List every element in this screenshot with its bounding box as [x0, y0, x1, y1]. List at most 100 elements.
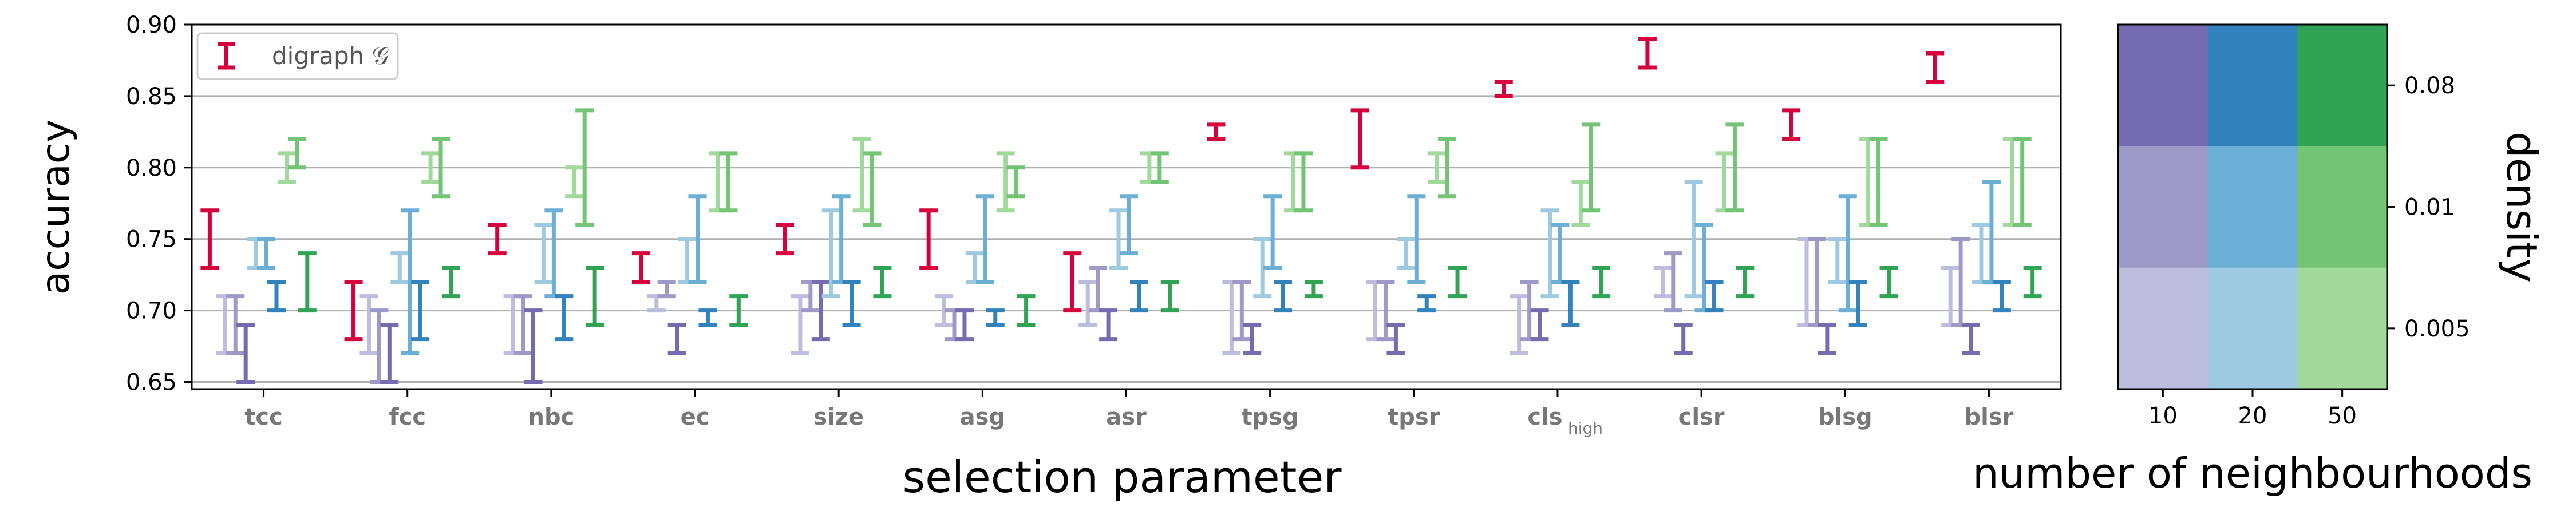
- error-bar: [1715, 151, 1734, 213]
- x-tick-label: asr: [1106, 404, 1147, 430]
- heatmap-y-ticks: 0.08 0.01 0.005: [2387, 73, 2470, 342]
- error-bar: [2002, 137, 2021, 227]
- error-bar: [411, 280, 430, 342]
- x-axis-label: selection parameter: [903, 451, 1342, 502]
- error-bar: [1926, 51, 1945, 84]
- heatmap-cell: [2118, 146, 2208, 268]
- heatmap-cell: [2207, 146, 2298, 268]
- x-tick-label: nbc: [528, 404, 574, 430]
- error-bar: [1971, 223, 1990, 284]
- error-bar: [1160, 280, 1179, 313]
- error-bar: [370, 308, 389, 385]
- error-bar: [821, 208, 840, 299]
- error-bar: [1243, 323, 1262, 356]
- error-bar: [1494, 80, 1513, 98]
- error-bar: [488, 223, 507, 256]
- error-bar: [380, 323, 399, 385]
- error-bar: [678, 237, 697, 284]
- error-bar: [1869, 137, 1888, 227]
- error-bar: [1962, 323, 1981, 356]
- error-bar: [432, 137, 451, 199]
- y-tick-label: 0.70: [126, 298, 177, 324]
- error-bar: [565, 165, 584, 199]
- x-tick-label: blsr: [1964, 404, 2013, 430]
- error-bar: [986, 308, 1005, 327]
- error-bar: [1017, 294, 1036, 327]
- error-bar: [719, 151, 738, 213]
- error-bar: [586, 266, 605, 327]
- heatmap-cell: [2207, 267, 2298, 390]
- error-bar: [1705, 280, 1724, 313]
- x-tick-label: cls: [1527, 404, 1562, 430]
- error-bar: [1150, 151, 1169, 184]
- error-bar: [1828, 237, 1847, 284]
- error-bar: [1089, 266, 1108, 313]
- error-bar: [503, 294, 522, 356]
- error-bar: [1006, 165, 1025, 199]
- x-tick-subscript: high: [1568, 419, 1603, 438]
- error-bar: [1263, 194, 1282, 270]
- error-bar: [1982, 180, 2001, 284]
- error-bar: [421, 151, 440, 184]
- error-bar: [1438, 137, 1457, 199]
- error-bar: [257, 237, 276, 270]
- error-bar: [1582, 122, 1601, 213]
- error-bar: [1119, 194, 1138, 256]
- error-bar: [513, 294, 532, 356]
- error-bar: [1561, 280, 1580, 327]
- heatmap-y-tick-label: 0.08: [2404, 73, 2455, 99]
- error-bar: [955, 308, 974, 342]
- error-bar: [667, 323, 686, 356]
- error-bar: [1294, 151, 1313, 213]
- error-bar: [688, 194, 707, 284]
- error-bar: [1807, 237, 1826, 327]
- error-bar: [1848, 280, 1867, 327]
- heatmap-x-ticks: 10 20 50: [2148, 389, 2357, 429]
- error-bar: [1725, 122, 1744, 213]
- error-bar: [709, 151, 728, 213]
- error-bar: [1510, 294, 1528, 356]
- error-bar: [1222, 280, 1241, 356]
- error-bar: [401, 208, 420, 356]
- heatmap-y-tick-label: 0.01: [2404, 195, 2455, 221]
- y-tick-label: 0.75: [126, 227, 177, 253]
- error-bar: [344, 280, 363, 342]
- error-bar: [575, 108, 594, 227]
- error-bar: [1078, 280, 1097, 327]
- x-tick-label: fcc: [389, 404, 426, 430]
- error-bar: [1376, 280, 1395, 342]
- x-tick-label: blsg: [1818, 404, 1872, 430]
- error-bar: [1592, 266, 1611, 299]
- error-bar: [996, 151, 1015, 213]
- legend: digraph 𝒢: [196, 32, 399, 80]
- error-bar: [1109, 208, 1128, 270]
- error-bar: [359, 294, 378, 356]
- error-bar: [1304, 280, 1323, 299]
- error-bar: [277, 151, 296, 184]
- error-bar: [1350, 108, 1369, 170]
- error-bar: [216, 294, 235, 356]
- heatmap-cell: [2297, 25, 2388, 146]
- error-bar: [1571, 180, 1590, 227]
- error-bar: [1540, 208, 1559, 299]
- error-bar: [390, 251, 409, 284]
- plot-frame: [191, 23, 2062, 390]
- error-bar: [1838, 194, 1857, 313]
- legend-marker: [218, 42, 235, 70]
- error-bar: [1674, 323, 1693, 356]
- error-bar: [1638, 37, 1657, 70]
- heatmap-cell: [2207, 25, 2298, 146]
- heatmap-cell: [2297, 146, 2388, 268]
- error-bar: [657, 280, 676, 299]
- error-bar: [842, 280, 861, 327]
- x-tick-label: tcc: [244, 404, 283, 430]
- error-bar: [287, 137, 306, 170]
- error-bar: [1428, 151, 1447, 184]
- grid-lines: [192, 23, 2061, 383]
- y-tick-label: 0.85: [126, 84, 177, 110]
- error-bar: [555, 294, 574, 342]
- error-bar: [975, 194, 994, 284]
- error-bar: [791, 294, 809, 356]
- error-bar: [1207, 122, 1226, 141]
